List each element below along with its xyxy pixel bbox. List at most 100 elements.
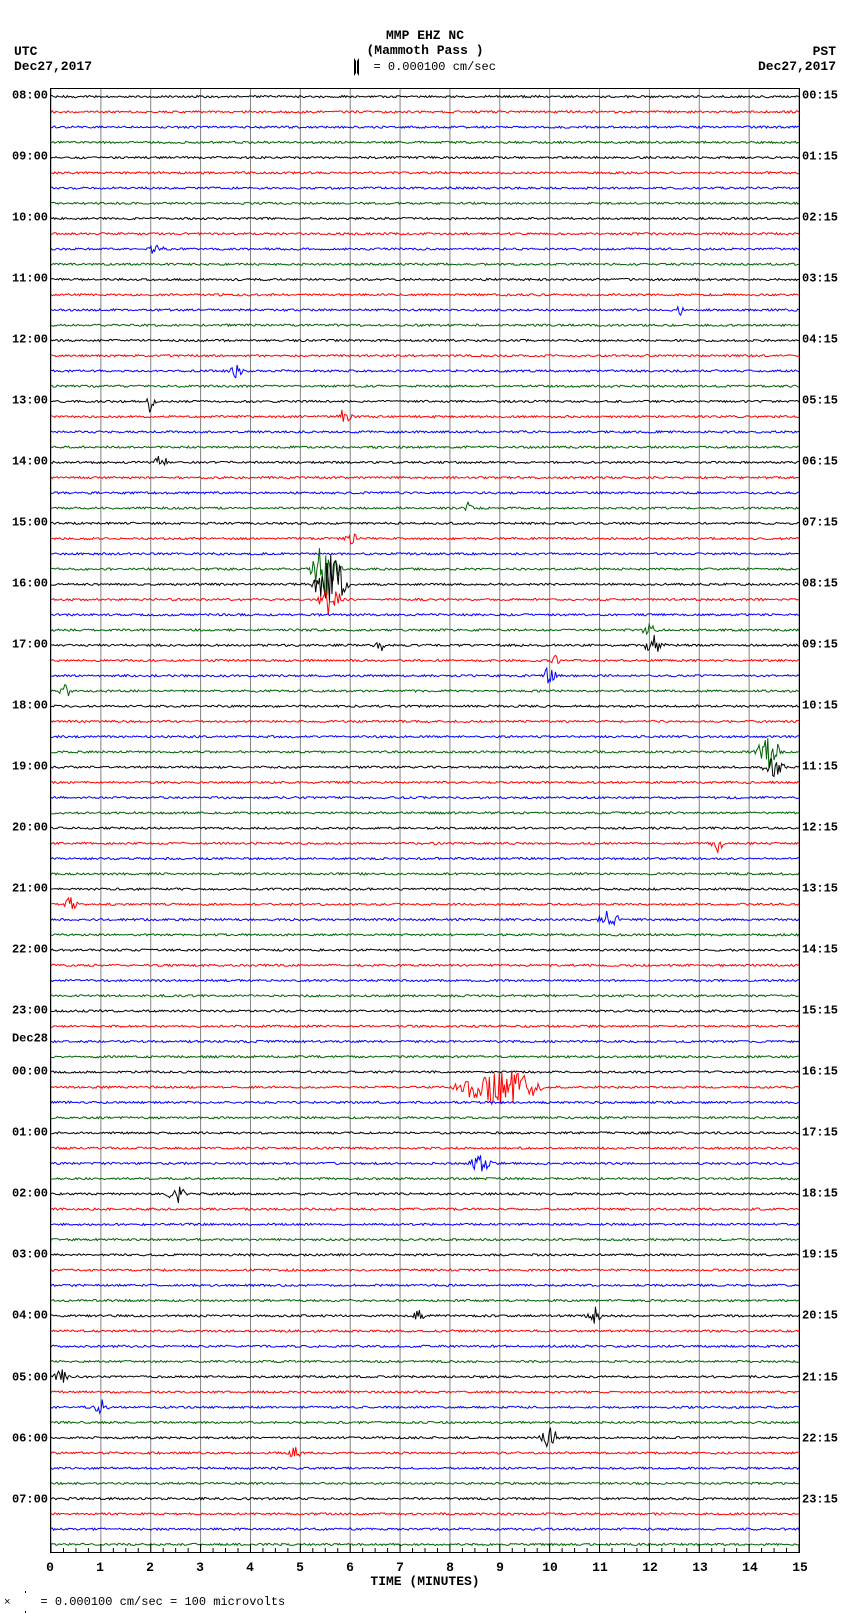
hour-label: 00:15	[802, 89, 848, 102]
trace	[51, 964, 799, 966]
hour-label: 02:15	[802, 211, 848, 224]
trace	[51, 781, 799, 783]
trace	[51, 827, 799, 829]
trace	[51, 1132, 799, 1134]
hour-label: 22:00	[2, 944, 48, 957]
hour-label: 18:00	[2, 700, 48, 713]
x-tick-label: 4	[246, 1560, 254, 1575]
hour-label: 11:00	[2, 272, 48, 285]
hour-label: 03:15	[802, 272, 848, 285]
trace	[51, 431, 799, 433]
hour-label: 15:00	[2, 516, 48, 529]
trace	[51, 1025, 799, 1027]
seismogram-page: MMP EHZ NC (Mammoth Pass ) = 0.000100 cm…	[0, 0, 850, 1613]
trace	[51, 202, 799, 204]
trace	[51, 655, 799, 663]
trace	[51, 1071, 799, 1073]
hour-label: 18:15	[802, 1188, 848, 1201]
hour-label: 11:15	[802, 761, 848, 774]
trace	[51, 245, 799, 253]
hour-label: 12:00	[2, 333, 48, 346]
trace	[51, 720, 799, 722]
hour-label: 23:15	[802, 1493, 848, 1506]
trace	[51, 1428, 799, 1447]
right-date-label: Dec27,2017	[758, 59, 836, 74]
left-hour-axis: 08:00 09:00 10:00 11:00 12:00 13:00 14:00 15:00…	[2, 88, 48, 1553]
trace	[51, 1307, 799, 1324]
trace	[51, 233, 799, 235]
hour-label: 21:00	[2, 883, 48, 896]
hour-label: 09:00	[2, 150, 48, 163]
hour-label: 14:00	[2, 455, 48, 468]
title-line-2: (Mammoth Pass )	[0, 43, 850, 58]
x-axis-title: TIME (MINUTES)	[0, 1574, 850, 1589]
trace	[51, 555, 799, 601]
trace	[51, 324, 799, 326]
trace	[51, 339, 799, 341]
hour-label: 05:15	[802, 394, 848, 407]
trace	[51, 738, 799, 768]
trace	[51, 1528, 799, 1530]
hour-label: 10:00	[2, 211, 48, 224]
trace	[51, 410, 799, 422]
hour-label: 06:15	[802, 455, 848, 468]
trace	[51, 949, 799, 951]
x-tick-label: 12	[642, 1560, 658, 1575]
plot-area	[50, 88, 800, 1553]
trace	[51, 534, 799, 544]
hour-label: 17:00	[2, 639, 48, 652]
hour-label: 16:00	[2, 577, 48, 590]
trace	[51, 307, 799, 315]
hour-label: 13:00	[2, 394, 48, 407]
hour-label: 09:15	[802, 639, 848, 652]
trace	[51, 95, 799, 97]
x-axis-ticks: 0123456789101112131415	[50, 1553, 800, 1575]
title-line-1: MMP EHZ NC	[0, 28, 850, 43]
hour-label: 07:00	[2, 1493, 48, 1506]
trace	[51, 399, 799, 413]
trace	[51, 1239, 799, 1241]
trace	[51, 1421, 799, 1423]
x-tick-label: 1	[96, 1560, 104, 1575]
footer-scale: × = 0.000100 cm/sec = 100 microvolts	[4, 1591, 285, 1613]
hour-label: 03:00	[2, 1249, 48, 1262]
hour-label: 04:00	[2, 1310, 48, 1323]
trace	[51, 589, 799, 615]
hour-label: 06:00	[2, 1432, 48, 1445]
trace	[51, 797, 799, 799]
trace	[51, 1010, 799, 1012]
trace	[51, 759, 799, 776]
trace	[51, 934, 799, 936]
trace	[51, 685, 799, 696]
hour-label: 19:00	[2, 761, 48, 774]
trace	[51, 553, 799, 555]
hour-label: 08:00	[2, 89, 48, 102]
trace	[51, 897, 799, 909]
trace	[51, 736, 799, 738]
trace	[51, 141, 799, 143]
x-tick-label: 0	[46, 1560, 54, 1575]
x-tick-label: 7	[396, 1560, 404, 1575]
hour-label: 19:15	[802, 1249, 848, 1262]
trace	[51, 263, 799, 265]
trace	[51, 365, 799, 378]
trace	[51, 385, 799, 387]
hour-label: 14:15	[802, 944, 848, 957]
hour-label: 10:15	[802, 700, 848, 713]
trace	[51, 1447, 799, 1457]
hour-label: 01:00	[2, 1127, 48, 1140]
x-tick-label: 2	[146, 1560, 154, 1575]
hour-label: 08:15	[802, 577, 848, 590]
hour-label: 23:00	[2, 1005, 48, 1018]
trace	[51, 1513, 799, 1515]
trace	[51, 172, 799, 174]
hour-label: 15:15	[802, 1005, 848, 1018]
scale-bar-text: = 0.000100 cm/sec	[0, 58, 850, 76]
trace	[51, 111, 799, 113]
top-right-label-block: PST Dec27,2017	[758, 44, 836, 74]
trace	[51, 355, 799, 357]
trace	[51, 858, 799, 860]
x-tick-label: 3	[196, 1560, 204, 1575]
trace	[51, 635, 799, 652]
trace	[51, 278, 799, 280]
